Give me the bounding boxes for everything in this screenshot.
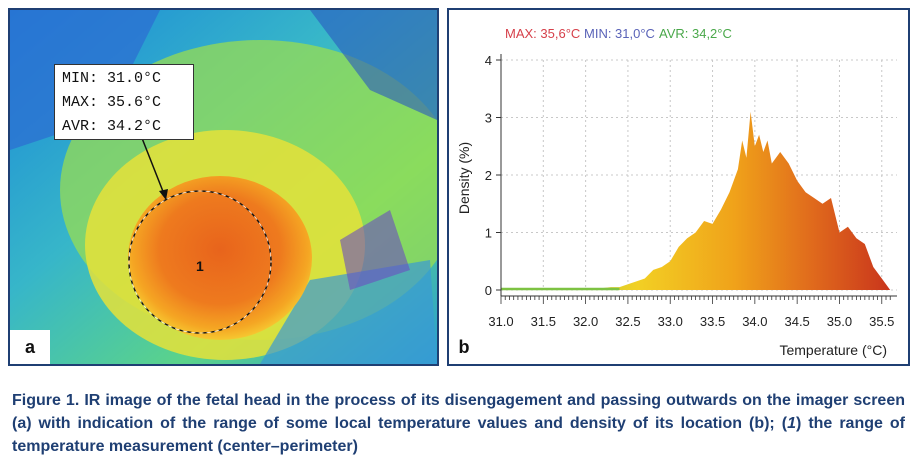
y-axis-label: Density (%) xyxy=(456,142,472,214)
x-tick-label: 32.5 xyxy=(615,314,640,329)
y-tick-label: 1 xyxy=(485,226,492,241)
x-tick-label: 35.5 xyxy=(869,314,894,329)
temperature-stats-box: MIN: 31.0°C MAX: 35.6°C AVR: 34.2°C xyxy=(54,64,194,140)
caption-text-1: Figure 1. IR image of the fetal head in … xyxy=(12,392,905,432)
caption-text-2: ) the range of temperature measurement (… xyxy=(12,415,905,455)
x-tick-label: 32.0 xyxy=(573,314,598,329)
y-tick-label: 0 xyxy=(485,283,492,298)
density-chart: MAX: 35,6°C MIN: 31,0°C AVR: 34,2°C 0 1 2 3… xyxy=(456,26,897,358)
min-header: MIN: 31,0°C xyxy=(584,26,655,41)
avr-temperature: AVR: 34.2°C xyxy=(62,118,162,135)
density-area-series xyxy=(501,111,891,290)
avr-header: AVR: 34,2°C xyxy=(659,26,732,41)
y-tick-label: 2 xyxy=(485,168,492,183)
figure-caption: Figure 1. IR image of the fetal head in … xyxy=(12,389,905,458)
min-temperature: MIN: 31.0°C xyxy=(62,70,162,87)
measurement-region-label: 1 xyxy=(196,258,204,274)
max-temperature: MAX: 35.6°C xyxy=(62,94,162,111)
caption-italic-number: 1 xyxy=(787,415,796,432)
ir-image-panel: MIN: 31.0°C MAX: 35.6°C AVR: 34.2°C 1 a xyxy=(8,8,439,366)
x-tick-label: 31.5 xyxy=(531,314,556,329)
panel-b-letter: b xyxy=(458,336,470,357)
x-tick-label: 34.5 xyxy=(784,314,809,329)
density-chart-panel: MAX: 35,6°C MIN: 31,0°C AVR: 34,2°C 0 1 2 3… xyxy=(447,8,910,366)
x-tick-label: 33.0 xyxy=(658,314,683,329)
y-tick-label: 3 xyxy=(485,111,492,126)
panel-a-letter: a xyxy=(10,330,50,364)
ir-thermal-image xyxy=(10,10,437,364)
x-tick-label: 35.0 xyxy=(827,314,852,329)
x-tick-label: 34.0 xyxy=(742,314,767,329)
x-tick-label: 33.5 xyxy=(700,314,725,329)
y-tick-label: 4 xyxy=(485,53,492,68)
x-tick-label: 31.0 xyxy=(488,314,513,329)
x-axis-label: Temperature (°C) xyxy=(779,342,887,358)
max-header: MAX: 35,6°C xyxy=(505,26,580,41)
